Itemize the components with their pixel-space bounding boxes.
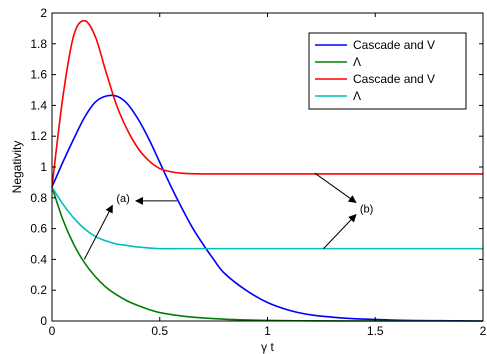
series-line-4 bbox=[51, 186, 483, 250]
legend: Cascade and V Λ Cascade and V Λ bbox=[308, 32, 467, 110]
annotation-arrow bbox=[83, 204, 113, 260]
y-tick-label: 0.4 bbox=[30, 252, 47, 266]
legend-label: Cascade and V bbox=[353, 38, 435, 52]
legend-label: Cascade and V bbox=[353, 72, 435, 86]
y-tick-label: 0 bbox=[40, 314, 47, 328]
y-tick-label: 0.2 bbox=[30, 283, 47, 297]
series-line-3 bbox=[51, 19, 483, 188]
y-tick-label: 1.8 bbox=[30, 37, 47, 51]
y-tick-label: 1.2 bbox=[30, 129, 47, 143]
series-line-1 bbox=[51, 94, 484, 322]
x-tick-label: 2 bbox=[480, 324, 487, 338]
legend-label: Λ bbox=[353, 89, 361, 103]
y-axis-label: Negativity bbox=[10, 141, 24, 194]
x-tick-label: 1 bbox=[264, 324, 271, 338]
y-tick-label: 0.8 bbox=[30, 191, 47, 205]
y-tick-label: 2 bbox=[40, 6, 47, 20]
y-tick-label: 1 bbox=[40, 160, 47, 174]
y-tick-label: 1.6 bbox=[30, 68, 47, 82]
annotation-label: (a) bbox=[116, 193, 129, 205]
x-axis-label: γ t bbox=[261, 340, 274, 354]
annotation-arrow bbox=[314, 172, 357, 204]
y-tick-label: 0.6 bbox=[30, 222, 47, 236]
x-tick-label: 0.5 bbox=[151, 324, 168, 338]
annotation-label: (b) bbox=[360, 204, 373, 216]
annotation-arrow bbox=[323, 214, 357, 249]
y-tick-label: 1.4 bbox=[30, 98, 47, 112]
legend-label: Λ bbox=[353, 55, 361, 69]
x-tick-label: 1.5 bbox=[367, 324, 384, 338]
x-tick-label: 0 bbox=[49, 324, 56, 338]
